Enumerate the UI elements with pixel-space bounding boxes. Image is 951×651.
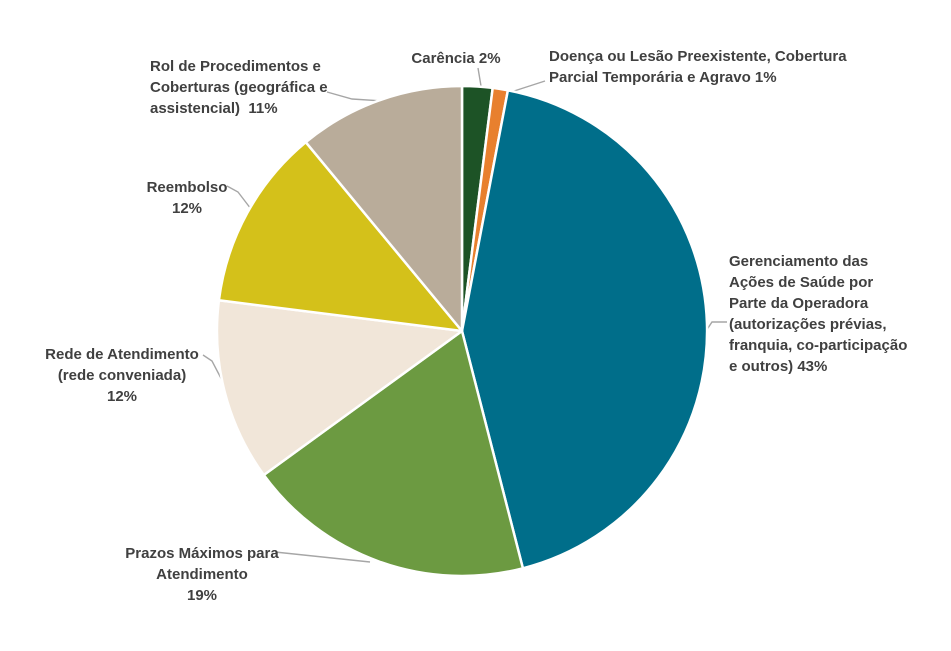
slice-label-carencia: Carência 2% <box>411 50 501 67</box>
pie-slices <box>215 84 709 578</box>
pie-slice-5 <box>215 299 464 477</box>
slice-label-rede: Rede de Atendimento (rede conveniada) 12… <box>45 346 199 405</box>
pie-slice-6 <box>217 140 464 333</box>
leader-lines <box>202 67 727 563</box>
slice-label-prazos: Prazos Máximos para Atendimento 19% <box>125 545 279 604</box>
leader-line-2 <box>510 80 546 93</box>
leader-line-7 <box>326 91 384 102</box>
slice-label-reembolso: Reembolso 12% <box>146 179 228 217</box>
leader-line-1 <box>477 67 482 87</box>
leader-line-6 <box>226 185 252 210</box>
pie-slice-4 <box>262 329 525 578</box>
slice-label-gerenciamento: Gerenciamento das Ações de Saúde por Par… <box>729 253 908 375</box>
pie-slice-7 <box>304 84 464 333</box>
slice-label-doenca: Doença ou Lesão Preexistente, Cobertura … <box>549 48 847 86</box>
leader-line-4 <box>274 551 371 563</box>
pie-slice-3 <box>460 89 709 570</box>
slice-label-rol: Rol de Procedimentos e Coberturas (geogr… <box>150 58 328 117</box>
